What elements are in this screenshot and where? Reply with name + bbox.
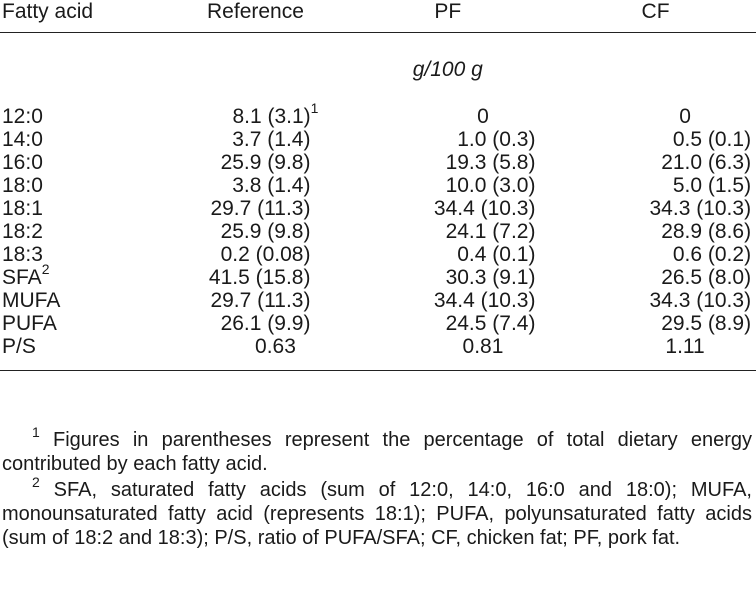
pf-cell: 1.0 (0.3) — [457, 128, 536, 151]
table-row: MUFA 29.7 (11.3) 34.4 (10.3) 34.3 (10.3) — [0, 289, 756, 312]
pf-cell: 24.1 (7.2) — [445, 220, 536, 243]
cf-cell: 0.5 (0.1) — [672, 128, 752, 151]
table-row: 12:0 8.1 (3.1)1 0 0 — [0, 100, 756, 128]
row-label: 14:0 — [2, 128, 43, 151]
reference-cell: 29.7 (11.3) — [210, 289, 311, 312]
row-label: 18:0 — [2, 174, 43, 197]
footnote-1: 1 Figures in parentheses represent the p… — [2, 425, 752, 476]
pf-cell: 19.3 (5.8) — [445, 151, 536, 174]
header-row: Fatty acid Reference PF CF — [0, 0, 756, 33]
cf-cell: 0.6 (0.2) — [672, 243, 752, 266]
reference-cell: 26.1 (9.9) — [220, 312, 311, 335]
cf-cell: 1.11 — [665, 335, 705, 358]
reference-cell: 3.7 (1.4) — [232, 128, 311, 151]
table-row: 16:0 25.9 (9.8) 19.3 (5.8) 21.0 (6.3) — [0, 151, 756, 174]
fatty-acid-table: Fatty acid Reference PF CF g/100 g 12:0 8… — [0, 0, 756, 371]
pf-cell: 34.4 (10.3) — [433, 197, 536, 220]
cf-cell: 21.0 (6.3) — [661, 151, 752, 174]
header-pf: PF — [434, 0, 462, 23]
table-row: 14:0 3.7 (1.4) 1.0 (0.3) 0.5 (0.1) — [0, 128, 756, 151]
table-row: 18:0 3.8 (1.4) 10.0 (3.0) 5.0 (1.5) — [0, 174, 756, 197]
table-row: PUFA 26.1 (9.9) 24.5 (7.4) 29.5 (8.9) — [0, 312, 756, 335]
reference-cell: 41.5 (15.8) — [208, 266, 311, 289]
pf-cell: 24.5 (7.4) — [445, 312, 536, 335]
reference-cell: 25.9 (9.8) — [220, 220, 311, 243]
pf-cell: 10.0 (3.0) — [445, 174, 536, 197]
reference-cell: 3.8 (1.4) — [232, 174, 311, 197]
pf-cell: 34.4 (10.3) — [433, 289, 536, 312]
table-row: SFA2 41.5 (15.8) 30.3 (9.1) 26.5 (8.0) — [0, 261, 756, 289]
reference-cell: 29.7 (11.3) — [210, 197, 311, 220]
row-label: 12:0 — [2, 105, 43, 128]
footnote-marker: 1 — [310, 100, 319, 116]
cf-cell: 26.5 (8.0) — [661, 266, 752, 289]
bottom-rule — [0, 358, 756, 371]
reference-cell: 0.2 (0.08) — [220, 243, 311, 266]
pf-cell: 0 — [477, 105, 489, 128]
cf-cell: 28.9 (8.6) — [661, 220, 752, 243]
footnote-text: Figures in parentheses represent the per… — [2, 429, 752, 475]
header-reference: Reference — [207, 0, 304, 23]
reference-cell: 25.9 (9.8) — [220, 151, 311, 174]
header-fatty-acid: Fatty acid — [2, 0, 94, 23]
table-row: 18:3 0.2 (0.08) 0.4 (0.1) 0.6 (0.2) — [0, 243, 756, 266]
fatty-acid-table-container: Fatty acid Reference PF CF g/100 g 12:0 8… — [0, 0, 756, 371]
cf-cell: 34.3 (10.3) — [649, 197, 752, 220]
pf-cell: 0.4 (0.1) — [457, 243, 536, 266]
unit-row: g/100 g — [0, 33, 756, 106]
row-label: MUFA — [2, 289, 61, 312]
reference-cell: 0.63 — [255, 335, 296, 358]
row-label: 16:0 — [2, 151, 43, 174]
row-label: SFA2 — [2, 261, 50, 289]
pf-cell: 0.81 — [462, 335, 504, 358]
table-row: 18:2 25.9 (9.8) 24.1 (7.2) 28.9 (8.6) — [0, 220, 756, 243]
reference-cell: 8.1 (3.1)1 — [232, 100, 319, 128]
row-label: 18:2 — [2, 220, 43, 243]
footnote-marker: 2 — [32, 474, 40, 491]
footnote-2: 2 SFA, saturated fatty acids (sum of 12:… — [2, 475, 752, 550]
cf-cell: 5.0 (1.5) — [672, 174, 752, 197]
unit-label: g/100 g — [412, 57, 483, 81]
row-label: 18:1 — [2, 197, 43, 220]
table-row: P/S 0.63 0.81 1.11 — [0, 335, 756, 358]
cf-cell: 29.5 (8.9) — [661, 312, 752, 335]
footnote-marker: 1 — [32, 424, 40, 441]
footnotes: 1 Figures in parentheses represent the p… — [2, 425, 752, 552]
table-body: 12:0 8.1 (3.1)1 0 0 14:0 3.7 (1.4) 1.0 (0.3) 0.… — [0, 100, 756, 358]
footnote-marker: 2 — [41, 261, 50, 277]
cf-cell: 0 — [679, 105, 691, 128]
row-label: 18:3 — [2, 243, 43, 266]
table-row: 18:1 29.7 (11.3) 34.4 (10.3) 34.3 (10.3) — [0, 197, 756, 220]
cf-cell: 34.3 (10.3) — [649, 289, 752, 312]
header-cf: CF — [641, 0, 670, 23]
row-label: P/S — [2, 335, 36, 358]
row-label: PUFA — [2, 312, 57, 335]
pf-cell: 30.3 (9.1) — [445, 266, 536, 289]
footnote-text: SFA, saturated fatty acids (sum of 12:0,… — [2, 479, 752, 549]
